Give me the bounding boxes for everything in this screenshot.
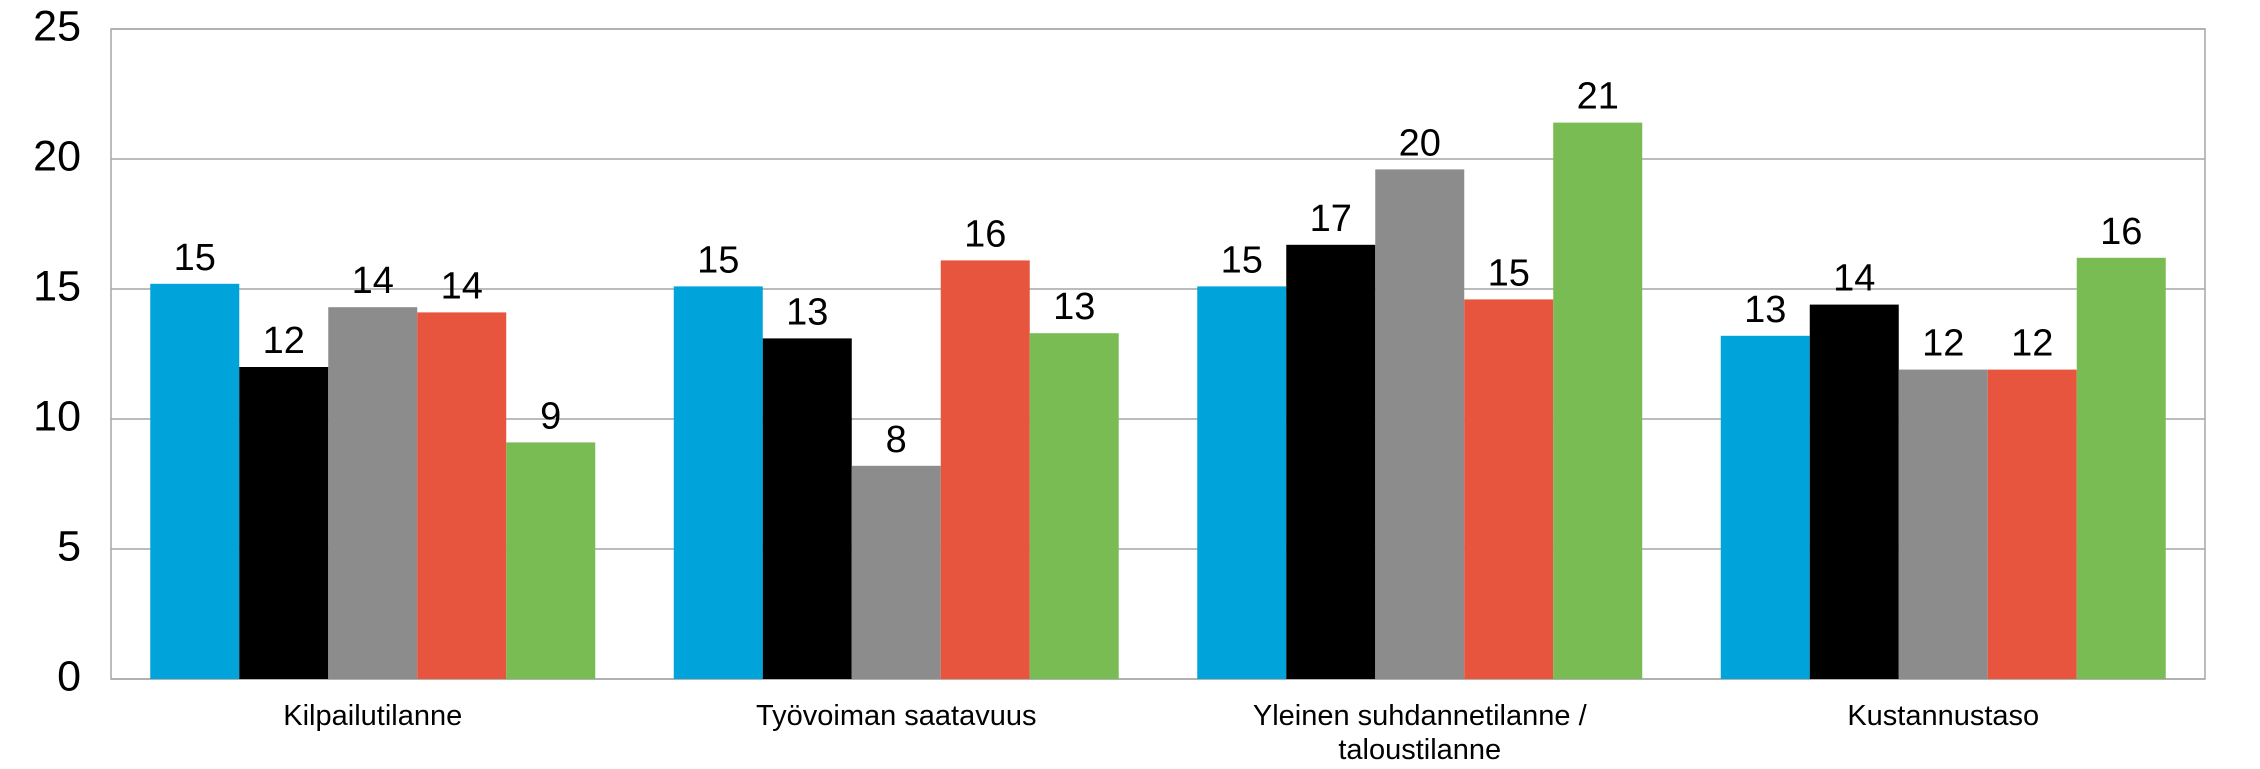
y-tick-label: 15: [33, 262, 81, 310]
bar: [1029, 333, 1119, 679]
bar: [1197, 286, 1287, 679]
bar: [1375, 169, 1465, 679]
data-label: 14: [441, 265, 483, 307]
data-label: 15: [697, 239, 739, 281]
bar: [1809, 304, 1899, 679]
data-label: 14: [1833, 258, 1875, 300]
data-label: 12: [2011, 323, 2053, 365]
x-tick-label: Työvoiman saatavuus: [756, 700, 1037, 732]
bar: [1987, 369, 2077, 679]
x-tick-label: Yleinen suhdannetilanne / taloustilanne: [1252, 700, 1587, 766]
data-label: 13: [1053, 286, 1095, 328]
data-label: 20: [1399, 122, 1441, 164]
data-label: 15: [174, 237, 216, 279]
x-tick-label: Kustannustaso: [1847, 700, 2040, 732]
bar: [150, 283, 240, 679]
data-label: 16: [964, 213, 1006, 255]
data-label: 15: [1221, 239, 1263, 281]
bar: [239, 367, 329, 679]
data-label: 9: [540, 395, 561, 437]
y-tick-label: 20: [33, 132, 81, 180]
data-label: 14: [352, 260, 394, 302]
bar: [417, 312, 507, 679]
data-label: 17: [1310, 198, 1352, 240]
data-label: 8: [886, 419, 907, 461]
bar: [1286, 244, 1376, 680]
y-tick-label: 5: [57, 522, 81, 570]
data-label: 13: [786, 291, 828, 333]
y-tick-label: 0: [57, 652, 81, 700]
bar: [506, 442, 596, 679]
data-label: 13: [1744, 289, 1786, 331]
bar: [1553, 122, 1643, 680]
bar: [1720, 335, 1810, 679]
bar: [1898, 369, 1988, 679]
y-tick-label: 25: [33, 2, 81, 50]
data-label: 12: [263, 320, 305, 362]
bar: [762, 338, 852, 679]
data-label: 12: [1922, 323, 1964, 365]
bar: [851, 465, 941, 679]
data-label: 15: [1488, 252, 1530, 294]
bar: [328, 307, 418, 679]
y-tick-label: 10: [33, 392, 81, 440]
bar: [940, 260, 1030, 679]
bar: [673, 286, 763, 679]
bar: [1464, 299, 1554, 679]
data-label: 16: [2100, 211, 2142, 253]
bar: [2076, 257, 2166, 679]
plot-border: [110, 28, 2206, 680]
data-label: 21: [1577, 76, 1619, 118]
x-tick-label: Kilpailutilanne: [283, 700, 463, 732]
